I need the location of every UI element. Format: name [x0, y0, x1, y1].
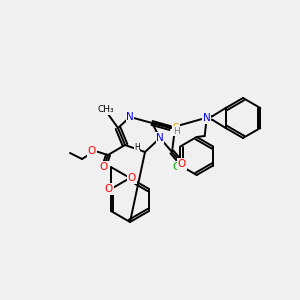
Text: H: H [134, 142, 140, 152]
Text: S: S [173, 123, 179, 133]
Text: O: O [88, 146, 96, 156]
Text: CH₃: CH₃ [98, 106, 114, 115]
Text: O: O [178, 159, 186, 169]
Text: N: N [126, 112, 134, 122]
Text: Cl: Cl [172, 161, 182, 172]
Text: H: H [172, 127, 179, 136]
Text: N: N [203, 113, 211, 123]
Text: O: O [128, 173, 136, 183]
Text: O: O [105, 184, 113, 194]
Text: O: O [100, 162, 108, 172]
Text: N: N [156, 133, 164, 143]
